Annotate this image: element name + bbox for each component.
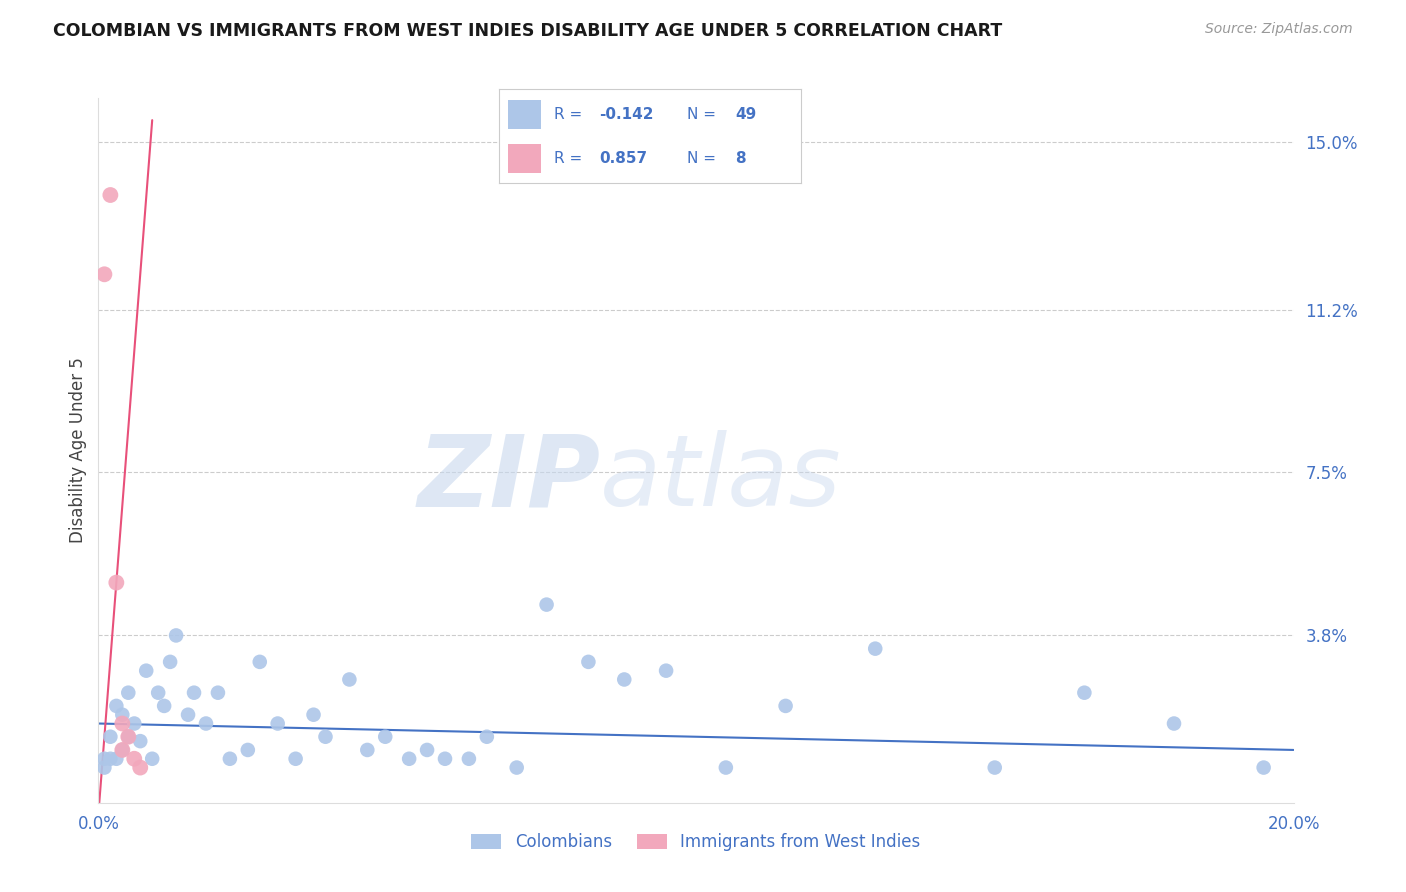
Text: 0.857: 0.857 (599, 151, 647, 166)
Text: R =: R = (554, 151, 582, 166)
Point (117, 686, 139, 700)
Text: Source: ZipAtlas.com: Source: ZipAtlas.com (1205, 22, 1353, 37)
Point (105, 752, 128, 766)
Point (105, 698, 128, 713)
Point (1253, 760, 1275, 774)
Point (714, 760, 737, 774)
Point (177, 707, 200, 722)
Point (195, 716, 218, 731)
Point (124, 752, 146, 766)
Text: R =: R = (554, 107, 582, 122)
Point (159, 655, 181, 669)
Point (984, 760, 1007, 774)
Point (458, 752, 481, 766)
Point (111, 707, 134, 722)
Point (117, 730, 139, 744)
Text: N =: N = (686, 151, 716, 166)
Point (98, 730, 122, 744)
Point (98, 752, 122, 766)
Point (98, 188, 122, 202)
Point (267, 716, 290, 731)
Point (434, 752, 457, 766)
FancyBboxPatch shape (508, 144, 541, 173)
Text: atlas: atlas (600, 430, 842, 527)
Point (183, 686, 205, 700)
Point (93, 752, 115, 766)
Point (105, 575, 128, 590)
Point (124, 716, 146, 731)
Point (339, 673, 361, 687)
Point (148, 686, 170, 700)
Point (153, 698, 176, 713)
Point (141, 752, 163, 766)
Point (613, 673, 636, 687)
Point (111, 743, 134, 757)
Point (93, 760, 115, 774)
Point (1073, 686, 1095, 700)
Point (775, 698, 797, 713)
Y-axis label: Disability Age Under 5: Disability Age Under 5 (69, 358, 87, 543)
Point (93, 268, 115, 282)
Point (219, 752, 242, 766)
Point (129, 760, 152, 774)
Point (129, 734, 152, 748)
Text: -0.142: -0.142 (599, 107, 654, 122)
FancyBboxPatch shape (508, 100, 541, 129)
Point (249, 655, 271, 669)
Legend: Colombians, Immigrants from West Indies: Colombians, Immigrants from West Indies (465, 827, 927, 858)
Point (111, 716, 134, 731)
Point (284, 752, 307, 766)
Point (1163, 716, 1185, 731)
Point (655, 664, 678, 678)
Point (302, 707, 325, 722)
Text: ZIP: ZIP (418, 430, 600, 527)
Point (475, 730, 498, 744)
Point (865, 641, 887, 656)
Point (398, 752, 420, 766)
Point (236, 743, 259, 757)
Text: 49: 49 (735, 107, 756, 122)
Text: COLOMBIAN VS IMMIGRANTS FROM WEST INDIES DISABILITY AGE UNDER 5 CORRELATION CHAR: COLOMBIAN VS IMMIGRANTS FROM WEST INDIES… (53, 22, 1002, 40)
Point (135, 664, 157, 678)
Point (356, 743, 378, 757)
Point (578, 655, 600, 669)
Text: N =: N = (686, 107, 716, 122)
Point (111, 743, 134, 757)
Point (165, 628, 187, 642)
Point (536, 598, 558, 612)
Point (117, 730, 139, 744)
Point (374, 730, 396, 744)
Point (315, 730, 337, 744)
Text: 8: 8 (735, 151, 745, 166)
Point (416, 743, 439, 757)
Point (506, 760, 529, 774)
Point (207, 686, 229, 700)
